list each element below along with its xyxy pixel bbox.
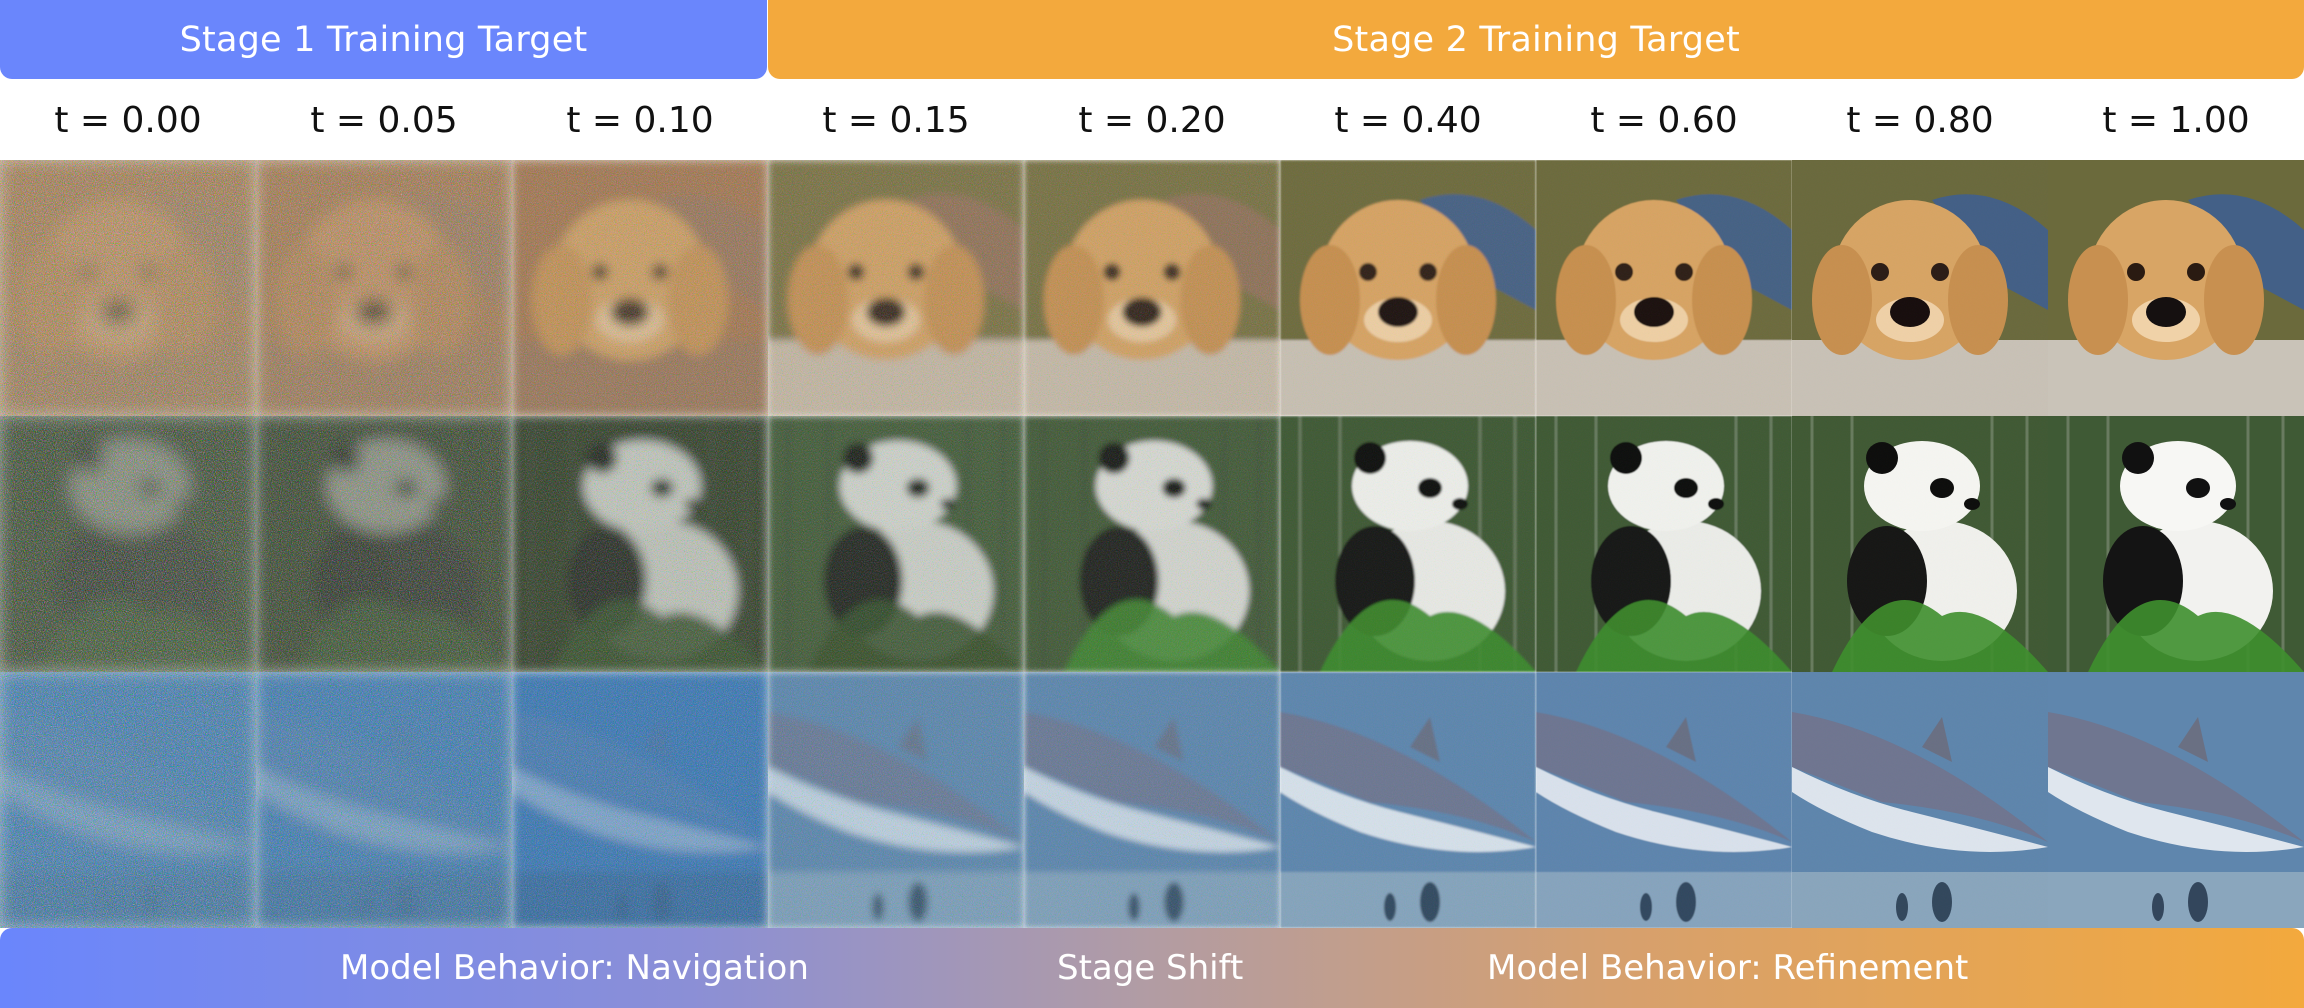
timestep-label: t = 0.60 [1590,99,1738,141]
timestep-label: t = 0.00 [54,99,202,141]
shark-image-t0 [0,672,256,928]
stage1-banner-label: Stage 1 Training Target [179,19,588,60]
panda-image-t3 [768,416,1024,672]
timestep-label: t = 0.80 [1846,99,1994,141]
timestep-label: t = 0.10 [566,99,714,141]
dog-image-t3 [768,160,1024,416]
panda-image-t5 [1280,416,1536,672]
dog-image-t1 [256,160,512,416]
panda-image-t0 [0,416,256,672]
panda-image-t7 [1792,416,2048,672]
shark-image-t5 [1280,672,1536,928]
shark-image-t2 [512,672,768,928]
shark-image-t7 [1792,672,2048,928]
timestep-label: t = 0.15 [822,99,970,141]
timestep-label: t = 1.00 [2102,99,2250,141]
timestep-labels: t = 0.00 t = 0.05 t = 0.10 t = 0.15 t = … [0,80,2304,160]
panda-image-t8 [2048,416,2304,672]
stage1-banner: Stage 1 Training Target [0,0,767,79]
dog-image-t4 [1024,160,1280,416]
dog-image-t8 [2048,160,2304,416]
dog-image-t7 [1792,160,2048,416]
panda-image-t4 [1024,416,1280,672]
stage-shift-label: Stage Shift [1057,948,1244,988]
shark-image-t8 [2048,672,2304,928]
shark-image-t4 [1024,672,1280,928]
timestep-label: t = 0.40 [1334,99,1482,141]
panda-image-t1 [256,416,512,672]
stage2-banner: Stage 2 Training Target [768,0,2304,79]
dog-image-t2 [512,160,768,416]
model-behavior-footer: Model Behavior: Navigation Stage Shift M… [0,928,2304,1008]
panda-image-t6 [1536,416,1792,672]
denoising-image-grid [0,160,2304,928]
navigation-behavior-label: Model Behavior: Navigation [340,948,809,988]
stage2-banner-label: Stage 2 Training Target [1332,19,1740,60]
shark-image-t3 [768,672,1024,928]
timestep-label: t = 0.20 [1078,99,1226,141]
shark-image-t6 [1536,672,1792,928]
dog-image-t0 [0,160,256,416]
panda-image-t2 [512,416,768,672]
timestep-label: t = 0.05 [310,99,458,141]
dog-image-t5 [1280,160,1536,416]
dog-image-t6 [1536,160,1792,416]
refinement-behavior-label: Model Behavior: Refinement [1487,948,1969,988]
shark-image-t1 [256,672,512,928]
